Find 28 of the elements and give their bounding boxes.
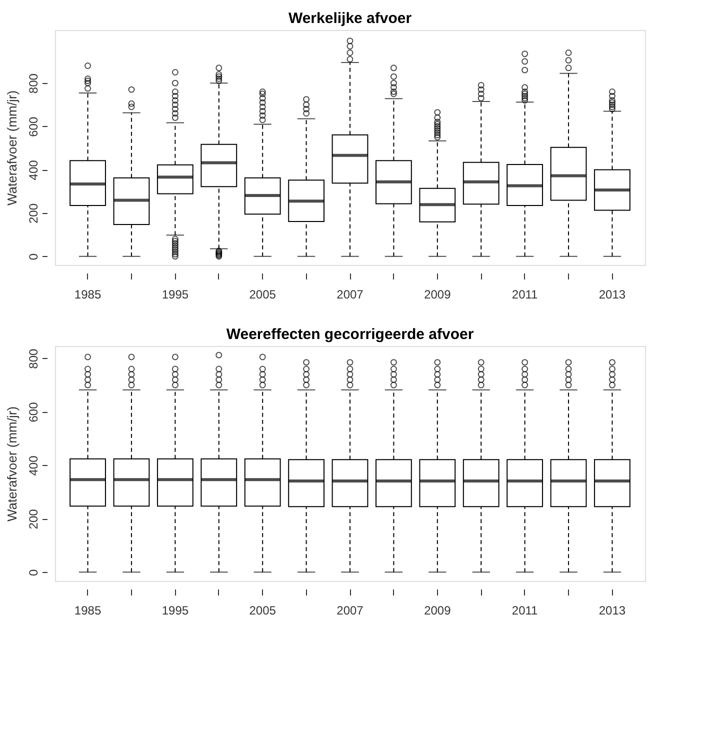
y-tick-label: 600 bbox=[26, 402, 40, 422]
x-tick-label: 1985 bbox=[74, 604, 102, 618]
y-tick-label: 400 bbox=[26, 160, 40, 180]
x-tick-label: 2009 bbox=[424, 288, 452, 302]
y-tick-label: 400 bbox=[26, 455, 40, 476]
x-tick-label: 1995 bbox=[162, 604, 189, 618]
y-tick-label: 0 bbox=[26, 569, 40, 576]
x-tick-label: 2009 bbox=[424, 604, 452, 618]
y-axis-title: Waterafvoer (mm/jr) bbox=[4, 406, 20, 522]
y-tick-label: 600 bbox=[26, 116, 40, 137]
x-tick-label: 2005 bbox=[249, 288, 276, 302]
x-tick-label: 2005 bbox=[249, 604, 276, 618]
x-tick-label: 2013 bbox=[598, 288, 626, 302]
y-tick-label: 0 bbox=[26, 253, 40, 260]
x-tick-label: 2013 bbox=[598, 604, 626, 618]
x-tick-label: 1995 bbox=[162, 288, 189, 302]
chart-title: Werkelijke afvoer bbox=[288, 10, 412, 27]
y-tick-label: 800 bbox=[26, 73, 40, 94]
y-tick-label: 200 bbox=[26, 203, 40, 224]
y-tick-label: 200 bbox=[26, 508, 40, 530]
x-tick-label: 2007 bbox=[336, 604, 364, 618]
chart-title: Weereffecten gecorrigeerde afvoer bbox=[226, 326, 474, 343]
x-tick-label: 2011 bbox=[512, 288, 538, 302]
y-tick-label: 800 bbox=[26, 348, 40, 369]
x-tick-label: 2007 bbox=[336, 288, 364, 302]
y-axis-title: Waterafvoer (mm/jr) bbox=[4, 90, 20, 206]
x-tick-label: 1985 bbox=[74, 288, 102, 302]
x-tick-label: 2011 bbox=[512, 604, 538, 618]
